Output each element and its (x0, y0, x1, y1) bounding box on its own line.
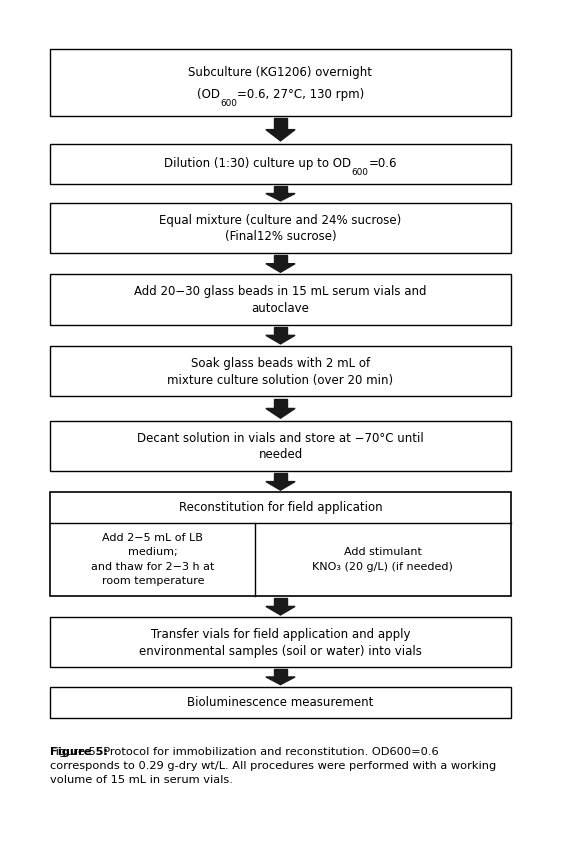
Text: Add 20−30 glass beads in 15 mL serum vials and: Add 20−30 glass beads in 15 mL serum via… (134, 285, 427, 299)
Text: Add 2−5 mL of LB
medium;
and thaw for 2−3 h at
room temperature: Add 2−5 mL of LB medium; and thaw for 2−… (91, 533, 214, 586)
Bar (274, 598, 287, 606)
Polygon shape (266, 335, 295, 344)
Text: 600: 600 (220, 98, 237, 108)
Bar (274, 118, 287, 130)
Polygon shape (266, 606, 295, 615)
Text: Transfer vials for field application and apply: Transfer vials for field application and… (151, 628, 410, 641)
Bar (50, 420, 511, 471)
Bar (50, 49, 511, 115)
Text: (OD: (OD (197, 87, 220, 101)
Bar (274, 255, 287, 264)
Bar (274, 473, 287, 481)
Polygon shape (266, 408, 295, 419)
Bar (50, 346, 511, 396)
Polygon shape (266, 194, 295, 201)
Text: Equal mixture (culture and 24% sucrose): Equal mixture (culture and 24% sucrose) (159, 214, 402, 227)
Text: environmental samples (soil or water) into vials: environmental samples (soil or water) in… (139, 644, 422, 658)
Bar (50, 274, 511, 324)
Polygon shape (266, 481, 295, 490)
Polygon shape (266, 264, 295, 273)
Text: Decant solution in vials and store at −70°C until: Decant solution in vials and store at −7… (137, 432, 424, 445)
Text: Dilution (1:30) culture up to OD: Dilution (1:30) culture up to OD (164, 157, 351, 171)
Text: =0.6: =0.6 (368, 157, 397, 171)
Text: Figure 5:: Figure 5: (50, 747, 108, 757)
Bar (274, 399, 287, 408)
Text: Reconstitution for field application: Reconstitution for field application (179, 501, 382, 514)
Text: (Final12% sucrose): (Final12% sucrose) (225, 230, 336, 244)
Bar (274, 186, 287, 194)
Polygon shape (266, 130, 295, 141)
Bar (274, 669, 287, 677)
Bar (50, 687, 511, 717)
Text: Add stimulant
KNO₃ (20 g/L) (if needed): Add stimulant KNO₃ (20 g/L) (if needed) (312, 548, 453, 571)
Bar (50, 617, 511, 667)
Text: Subculture (KG1206) overnight: Subculture (KG1206) overnight (188, 66, 373, 79)
Text: mixture culture solution (over 20 min): mixture culture solution (over 20 min) (167, 374, 394, 386)
Text: 600: 600 (351, 168, 368, 177)
Text: Bioluminescence measurement: Bioluminescence measurement (187, 695, 374, 709)
Bar (50, 203, 511, 253)
Bar (50, 143, 511, 184)
Text: needed: needed (259, 448, 302, 461)
Bar (50, 492, 511, 596)
Polygon shape (266, 677, 295, 684)
Bar (274, 327, 287, 335)
Text: autoclave: autoclave (251, 302, 310, 315)
Text: Soak glass beads with 2 mL of: Soak glass beads with 2 mL of (191, 357, 370, 370)
Text: Figure 5: Protocol for immobilization and reconstitution. OD600=0.6
corresponds : Figure 5: Protocol for immobilization an… (50, 747, 496, 784)
Text: =0.6, 27°C, 130 rpm): =0.6, 27°C, 130 rpm) (237, 87, 364, 101)
